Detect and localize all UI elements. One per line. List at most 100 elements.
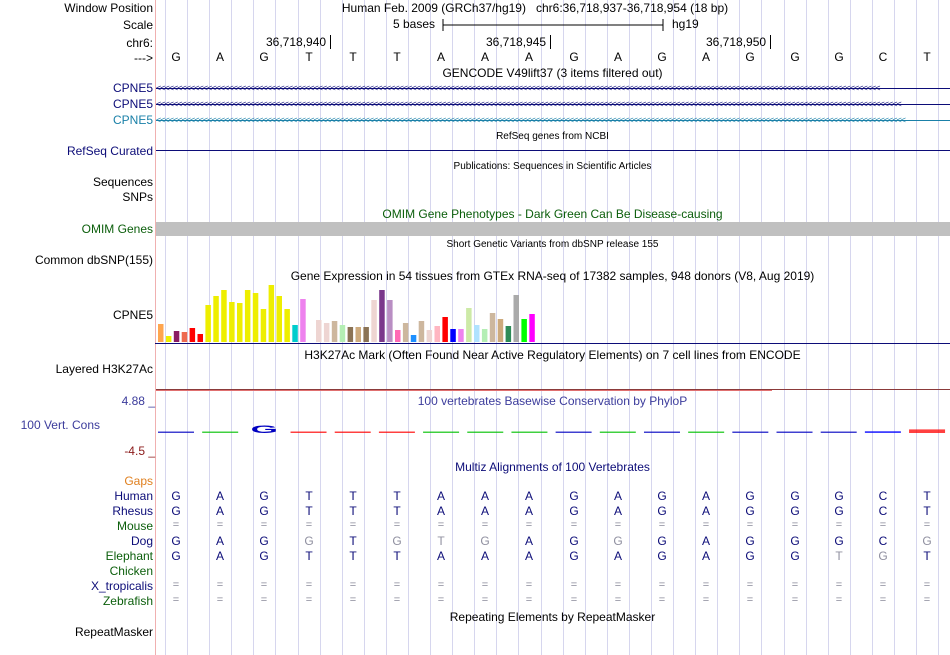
gtex-tissue-bar[interactable] xyxy=(347,327,354,342)
gtex-tissue-bar[interactable] xyxy=(165,336,172,342)
gtex-tissue-bar[interactable] xyxy=(323,323,330,342)
gtex-tissue-bar[interactable] xyxy=(505,326,512,342)
species-label[interactable]: Rhesus xyxy=(112,504,153,518)
aligned-base: G xyxy=(569,489,579,503)
strand-toggle[interactable]: ---> xyxy=(134,51,153,65)
species-label[interactable]: Human xyxy=(114,489,153,503)
gtex-tissue-bar[interactable] xyxy=(529,314,535,342)
gtex-tissue-bar[interactable] xyxy=(474,325,480,342)
gtex-tissue-bar[interactable] xyxy=(221,290,227,342)
gtex-tissue-bar[interactable] xyxy=(355,327,362,342)
omim-label[interactable]: OMIM Genes xyxy=(81,222,153,236)
gtex-tissue-bar[interactable] xyxy=(189,328,196,342)
species-label[interactable]: Elephant xyxy=(105,549,153,563)
gtex-tissue-bar[interactable] xyxy=(331,321,338,342)
conservation-score-mark xyxy=(643,431,680,433)
gtex-tissue-bar[interactable] xyxy=(260,309,267,342)
gtex-tissue-bar[interactable] xyxy=(410,335,417,342)
gtex-tissue-bar[interactable] xyxy=(371,300,377,342)
gtex-label[interactable]: CPNE5 xyxy=(112,308,153,322)
publications-label[interactable]: Sequences xyxy=(92,175,153,189)
conservation-score-mark xyxy=(688,431,725,433)
gtex-tissue-bar[interactable] xyxy=(402,323,409,342)
gtex-tissue-bar[interactable] xyxy=(363,327,369,342)
conservation-plot[interactable]: G xyxy=(155,408,950,448)
omim-gene-block[interactable] xyxy=(156,222,950,236)
gtex-tissue-bar[interactable] xyxy=(213,296,219,342)
dbsnp-label[interactable]: Common dbSNP(155) xyxy=(34,253,153,267)
gtex-tissue-bar[interactable] xyxy=(229,302,235,342)
refseq-gene-line[interactable] xyxy=(156,150,950,151)
species-label[interactable]: Chicken xyxy=(109,564,153,578)
species-label[interactable]: X_tropicalis xyxy=(90,579,153,593)
aligned-base: T xyxy=(305,504,313,518)
refseq-label[interactable]: RefSeq Curated xyxy=(66,144,153,158)
gtex-tissue-bar[interactable] xyxy=(458,329,464,342)
gtex-title: Gene Expression in 54 tissues from GTEx … xyxy=(290,269,815,283)
grid-line xyxy=(629,0,630,655)
species-label[interactable]: Mouse xyxy=(116,519,153,533)
gtex-tissue-bar[interactable] xyxy=(276,296,283,342)
species-label[interactable]: Dog xyxy=(130,534,153,548)
gtex-tissue-bar[interactable] xyxy=(237,303,243,342)
gtex-tissue-bar[interactable] xyxy=(481,329,488,342)
aligned-base: = xyxy=(835,579,843,591)
conservation-score-mark xyxy=(423,431,460,433)
h3k27ac-label[interactable]: Layered H3K27Ac xyxy=(55,362,153,376)
gtex-tissue-bar[interactable] xyxy=(300,299,306,342)
aligned-base: G xyxy=(171,504,181,518)
conservation-score-mark xyxy=(864,431,901,433)
gtex-tissue-bar[interactable] xyxy=(521,319,527,342)
repeatmasker-label[interactable]: RepeatMasker xyxy=(74,625,153,639)
gtex-chart[interactable] xyxy=(155,283,950,345)
multiz-title: Multiz Alignments of 100 Vertebrates xyxy=(455,460,650,474)
gencode-gene-label-1[interactable]: CPNE5 xyxy=(112,81,153,95)
gtex-tissue-bar[interactable] xyxy=(205,305,211,342)
gencode-gene-label-2[interactable]: CPNE5 xyxy=(112,97,153,111)
gtex-tissue-bar[interactable] xyxy=(450,329,456,342)
gtex-tissue-bar[interactable] xyxy=(181,332,188,342)
aligned-base: G xyxy=(657,489,667,503)
gtex-tissue-bar[interactable] xyxy=(497,319,504,342)
gtex-tissue-bar[interactable] xyxy=(442,317,448,342)
aligned-base: G xyxy=(657,534,667,548)
conservation-label[interactable]: 100 Vert. Cons xyxy=(20,418,100,432)
gtex-tissue-bar[interactable] xyxy=(426,330,433,342)
gtex-tissue-bar[interactable] xyxy=(158,324,164,342)
aligned-base: = xyxy=(481,579,489,591)
conservation-score-mark xyxy=(158,431,194,433)
aligned-base: G xyxy=(745,549,755,563)
gencode-gene-label-3[interactable]: CPNE5 xyxy=(112,113,153,127)
gtex-tissue-bar[interactable] xyxy=(292,325,298,342)
aligned-base: A xyxy=(701,489,710,503)
gencode-title: GENCODE V49lift37 (3 items filtered out) xyxy=(442,66,663,80)
gtex-tissue-bar[interactable] xyxy=(252,293,259,342)
aligned-base: = xyxy=(481,594,489,606)
gtex-tissue-bar[interactable] xyxy=(489,313,496,342)
gtex-tissue-bar[interactable] xyxy=(418,321,425,342)
gencode-transcript-1[interactable]: <<<<<<<<<<<<<<<<<<<<<<<<<<<<<<<<<<<<<<<<… xyxy=(156,84,950,93)
aligned-base: T xyxy=(393,489,401,503)
gencode-transcript-2[interactable]: <<<<<<<<<<<<<<<<<<<<<<<<<<<<<<<<<<<<<<<<… xyxy=(156,100,950,109)
gencode-transcript-3[interactable]: <<<<<<<<<<<<<<<<<<<<<<<<<<<<<<<<<<<<<<<<… xyxy=(156,116,950,125)
gtex-tissue-bar[interactable] xyxy=(466,308,472,342)
gtex-tissue-bar[interactable] xyxy=(513,295,520,342)
gtex-tissue-bar[interactable] xyxy=(197,334,204,342)
gtex-tissue-bar[interactable] xyxy=(379,290,385,342)
gtex-tissue-bar[interactable] xyxy=(173,331,180,342)
gtex-tissue-bar[interactable] xyxy=(244,290,251,342)
gtex-tissue-bar[interactable] xyxy=(284,309,290,342)
snps-label[interactable]: SNPs xyxy=(122,190,153,204)
conservation-score-mark xyxy=(511,431,548,433)
gtex-tissue-bar[interactable] xyxy=(434,326,441,342)
gtex-tissue-bar[interactable] xyxy=(316,320,322,342)
gtex-tissue-bar[interactable] xyxy=(387,300,393,342)
conservation-score-mark xyxy=(909,429,946,433)
repeatmasker-title: Repeating Elements by RepeatMasker xyxy=(449,610,656,624)
gtex-tissue-bar[interactable] xyxy=(339,325,346,342)
species-label[interactable]: Zebrafish xyxy=(102,594,153,608)
gtex-tissue-bar[interactable] xyxy=(268,285,275,342)
gtex-tissue-bar[interactable] xyxy=(395,330,401,342)
gaps-label[interactable]: Gaps xyxy=(124,474,153,488)
